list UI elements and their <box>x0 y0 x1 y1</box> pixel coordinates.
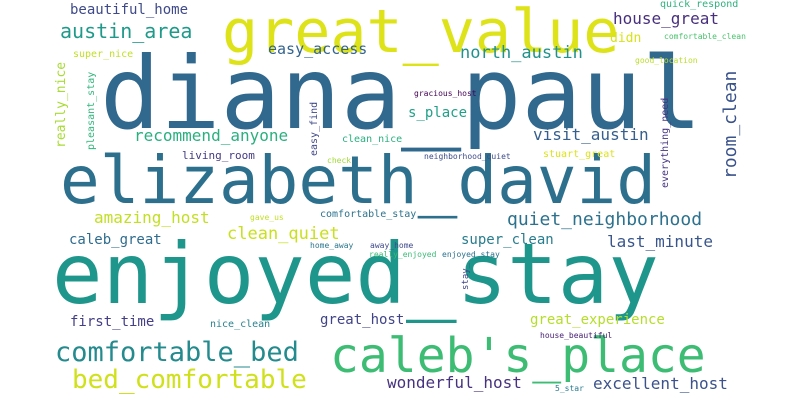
word-living-room: living_room <box>182 149 255 162</box>
word-house-beautiful: house_beautiful <box>540 331 613 340</box>
word-clean-quiet: clean_quiet <box>227 224 340 244</box>
word-visit-austin: visit_austin <box>533 125 649 144</box>
word-excellent-host: excellent_host <box>593 374 728 393</box>
word-north-austin: north_austin <box>460 43 583 63</box>
word-nice-clean: nice_clean <box>210 319 271 330</box>
word-house-great: house_great <box>613 9 719 28</box>
word-caleb-great: caleb_great <box>69 232 162 248</box>
word-stay-underscore: stay_ <box>461 262 471 290</box>
word-gave-us: gave_us <box>250 213 284 222</box>
word-easy-access: easy_access <box>268 40 368 58</box>
word-pleasant-stay: pleasant_stay <box>86 71 97 150</box>
word-gracious-host: gracious_host <box>414 89 477 98</box>
word-diana-paul: diana_paul <box>100 35 703 152</box>
word-great-experience: great_experience <box>530 312 665 328</box>
word-last-minute: last_minute <box>607 232 713 251</box>
word-quiet-neighborhood: quiet_neighborhood <box>507 209 703 230</box>
word-super-clean: super_clean <box>461 232 554 248</box>
word-first-time: first_time <box>70 314 155 330</box>
word-clean-nice: clean_nice <box>342 134 403 145</box>
word-didn: didn <box>610 31 642 46</box>
word-elizabeth-david: elizabeth_david <box>60 142 657 219</box>
word-really-nice: really_nice <box>54 61 69 148</box>
word-stuart-great: stuart_great <box>543 149 616 160</box>
word-s-place: s_place <box>408 105 468 121</box>
word-super-nice: super_nice <box>73 49 134 60</box>
word-wonderful-host: wonderful_host <box>387 373 522 392</box>
word-great-host: great_host <box>320 312 405 328</box>
word-really-enjoyed: really_enjoyed <box>369 250 437 259</box>
word-comfortable-bed: comfortable_bed <box>55 337 299 368</box>
word-easy-find: easy_find <box>309 101 320 156</box>
word-recommend-anyone: recommend_anyone <box>134 126 289 145</box>
word-everything-need: everything_need <box>660 97 671 188</box>
word-comfortable-clean: comfortable_clean <box>664 32 746 41</box>
word-amazing-host: amazing_host <box>94 208 210 227</box>
word-away-home: away_home <box>370 241 414 250</box>
word-beautiful-home: beautiful_home <box>70 2 189 18</box>
word-enjoyed-stay-small: enjoyed_stay <box>442 250 500 259</box>
word-5-star: 5_star <box>555 384 584 393</box>
word-quick-respond: quick_respond <box>660 0 739 10</box>
word-home-away: home_away <box>310 241 354 250</box>
word-enjoyed-stay: enjoyed_stay <box>52 225 659 323</box>
word-calebs-place: caleb's_place <box>330 328 706 384</box>
word-check: check <box>327 156 352 165</box>
word-great-value: great_value <box>222 0 620 67</box>
word-austin-area: austin_area <box>60 19 193 43</box>
word-bed-comfortable: bed_comfortable <box>72 365 307 395</box>
word-good-location: good_location <box>635 56 698 65</box>
word-room-clean: room_clean <box>720 70 741 179</box>
word-neighborhood-quiet: neighborhood_quiet <box>424 152 511 161</box>
word-comfortable-stay: comfortable_stay <box>320 209 417 220</box>
